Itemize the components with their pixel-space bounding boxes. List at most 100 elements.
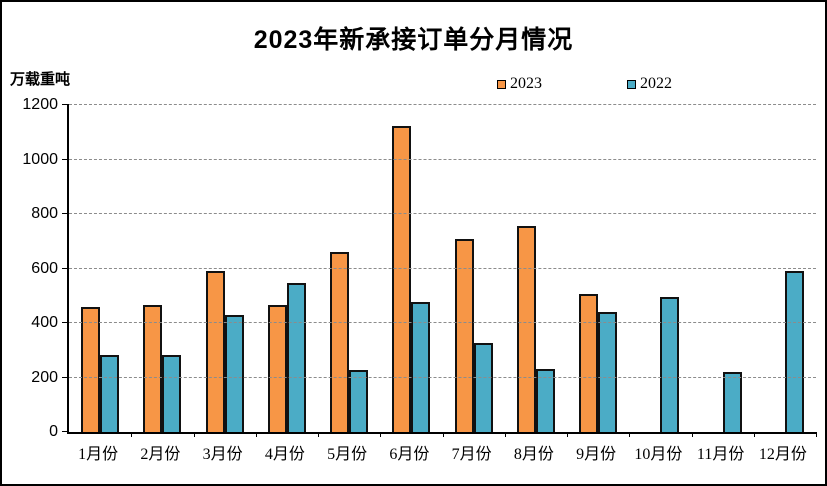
bar-2023-9月份	[579, 294, 599, 432]
bar-2022-2月份	[162, 354, 182, 432]
x-axis-tick-6	[442, 432, 444, 437]
y-axis-tick-800	[62, 213, 69, 214]
y-axis-unit-label: 万载重吨	[10, 71, 71, 88]
y-axis-tick-label-1000: 1000	[22, 150, 58, 168]
x-axis-tick-3	[255, 432, 257, 437]
y-axis-tick-label-400: 400	[31, 314, 58, 331]
bar-slot-2023-10月份	[641, 105, 660, 432]
y-axis-tick-400	[62, 322, 69, 323]
bar-group-11月份	[692, 105, 754, 432]
y-axis-tick-1200	[62, 104, 69, 105]
bar-2022-7月份	[473, 342, 493, 432]
y-axis-tick-label-0: 0	[49, 423, 58, 440]
x-axis-tick-12	[816, 432, 817, 437]
bars-row	[69, 105, 816, 432]
gridline-1000	[69, 158, 816, 160]
bar-2022-6月份	[411, 302, 431, 432]
bar-group-3月份	[194, 105, 256, 432]
x-axis-tick-7	[504, 432, 506, 437]
bar-2023-1月份	[81, 306, 101, 432]
bar-slot-2023-3月份	[205, 105, 225, 432]
bar-slot-2022-11月份	[722, 105, 742, 432]
bar-2022-5月份	[349, 369, 369, 432]
bar-2023-7月份	[454, 239, 474, 432]
bar-slot-2022-9月份	[598, 105, 618, 432]
x-axis-tick-9	[629, 432, 631, 437]
y-axis-tick-label-800: 800	[31, 205, 58, 222]
legend-marker-2023-icon	[497, 79, 506, 89]
bar-2023-6月份	[392, 126, 412, 432]
x-axis-label-8月份: 8月份	[513, 446, 554, 463]
bar-group-5月份	[318, 105, 380, 432]
bar-slot-2022-6月份	[411, 105, 431, 432]
x-axis-label-10月份: 10月份	[634, 446, 683, 463]
bar-slot-2022-1月份	[100, 105, 120, 432]
y-axis-tick-0	[62, 431, 69, 432]
bar-2023-2月份	[143, 305, 163, 432]
bar-2023-4月份	[267, 305, 287, 432]
x-axis-label-11月份: 11月份	[696, 446, 745, 463]
bar-slot-2022-8月份	[535, 105, 555, 432]
y-axis-tick-600	[62, 267, 69, 269]
bar-2023-8月份	[516, 226, 536, 432]
x-axis-labels: 1月份 2月份 3月份 4月份 5月份 6月份 7月份 8月份 9月份 10月份 11月份 12月份	[67, 440, 814, 464]
x-axis-tick-2	[193, 432, 195, 437]
bar-2023-5月份	[330, 252, 350, 432]
x-axis-label-4月份: 4月份	[264, 446, 305, 463]
x-axis-label-9月份: 9月份	[576, 446, 617, 463]
bar-group-7月份	[443, 105, 505, 432]
bar-2022-10月份	[660, 297, 680, 432]
gridline-200	[69, 376, 816, 378]
bar-2022-1月份	[100, 354, 120, 432]
bar-group-12月份	[754, 105, 816, 432]
bar-group-2月份	[131, 105, 193, 432]
bar-slot-2022-2月份	[162, 105, 182, 432]
x-axis-tick-5	[380, 432, 382, 437]
bar-slot-2023-2月份	[143, 105, 163, 432]
legend-label-2022: 2022	[640, 75, 672, 92]
gridline-1200	[69, 104, 816, 105]
bar-slot-2023-9月份	[579, 105, 599, 432]
x-axis-label-2月份: 2月份	[140, 446, 181, 463]
bar-slot-2023-8月份	[516, 105, 536, 432]
bar-slot-2022-7月份	[473, 105, 493, 432]
y-axis-tick-label-600: 600	[31, 259, 58, 277]
bar-2022-12月份	[784, 271, 804, 432]
bar-group-6月份	[380, 105, 442, 432]
legend-item-2023: 2023	[497, 75, 542, 93]
bar-slot-2023-5月份	[330, 105, 350, 432]
x-axis-tick-11	[753, 432, 755, 437]
bar-2022-9月份	[598, 312, 618, 432]
bar-2022-4月份	[286, 282, 306, 432]
bar-slot-2022-5月份	[349, 105, 369, 432]
bar-2022-8月份	[535, 369, 555, 432]
x-axis-label-3月份: 3月份	[202, 446, 243, 463]
legend-marker-2022-icon	[627, 79, 636, 89]
gridline-800	[69, 213, 816, 214]
bar-slot-2023-12月份	[766, 105, 785, 432]
legend: 2023 2022	[2, 75, 825, 93]
x-axis-tick-8	[567, 432, 568, 437]
bar-slot-2022-3月份	[224, 105, 244, 432]
legend-item-2022: 2022	[627, 75, 672, 93]
bar-group-4月份	[256, 105, 318, 432]
bar-slot-2022-12月份	[784, 105, 804, 432]
bar-slot-2023-11月份	[704, 105, 723, 432]
bar-slot-2022-4月份	[286, 105, 306, 432]
gridline-600	[69, 267, 816, 269]
bar-group-9月份	[567, 105, 629, 432]
x-axis-tick-10	[691, 432, 693, 437]
chart-title: 2023年新承接订单分月情况	[253, 26, 574, 54]
x-axis-label-5月份: 5月份	[327, 446, 368, 463]
bar-slot-2023-4月份	[267, 105, 287, 432]
bar-group-10月份	[629, 105, 691, 432]
x-axis-tick-4	[318, 432, 319, 437]
bar-slot-2022-10月份	[660, 105, 680, 432]
y-axis-tick-1000	[62, 158, 69, 160]
bar-2022-3月份	[224, 314, 244, 432]
legend-label-2023: 2023	[510, 75, 542, 92]
y-axis-labels: 0 200 400 600 800 1000 1200	[2, 96, 58, 440]
x-axis-label-7月份: 7月份	[451, 446, 492, 463]
bar-slot-2023-1月份	[81, 105, 101, 432]
